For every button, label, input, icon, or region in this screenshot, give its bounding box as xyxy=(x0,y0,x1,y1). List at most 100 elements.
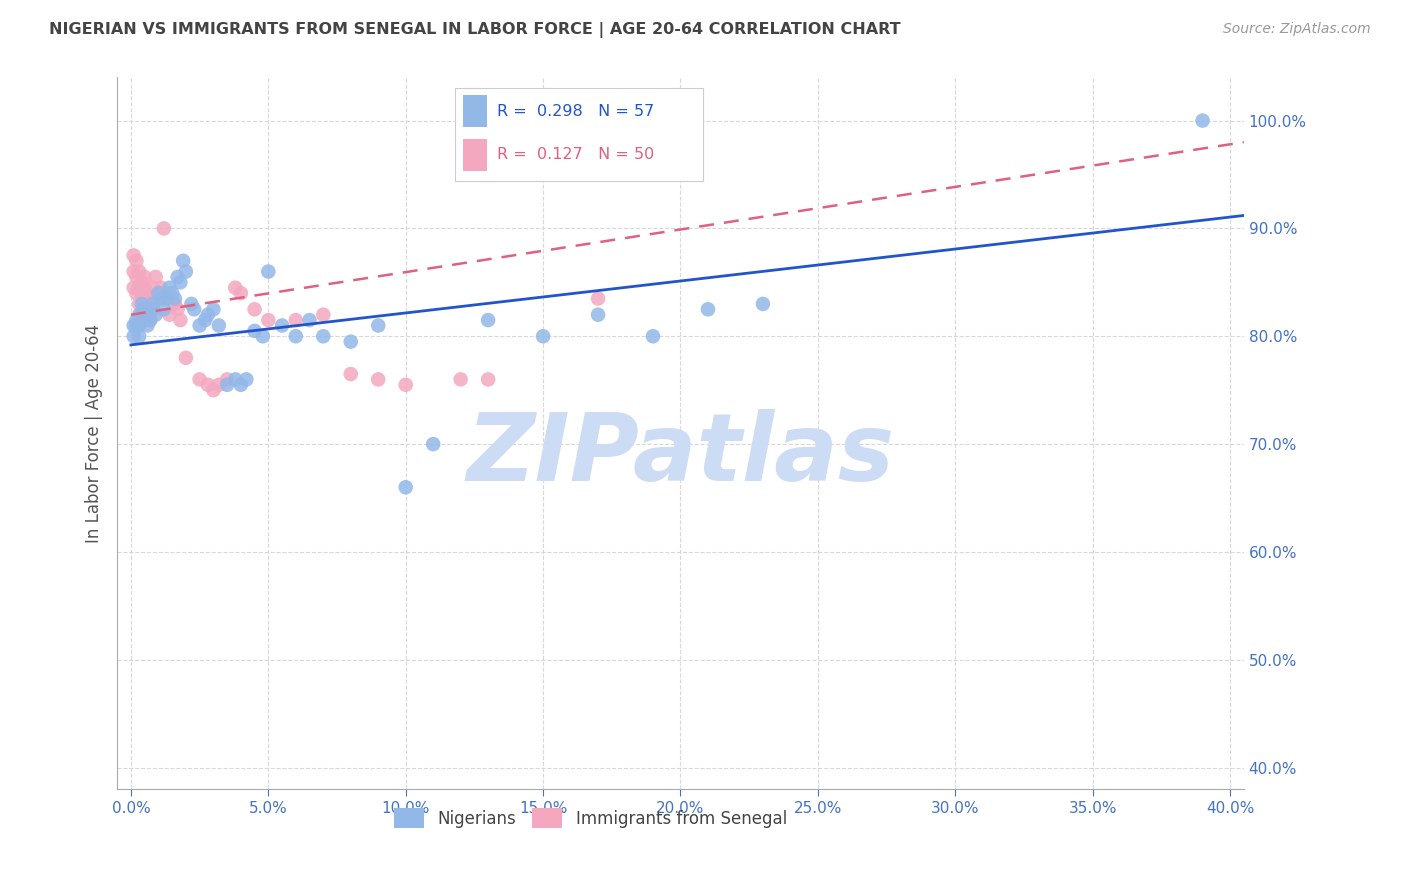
Point xyxy=(131,292,153,306)
Point xyxy=(202,383,225,397)
Point xyxy=(208,318,231,333)
Point xyxy=(128,264,150,278)
Point xyxy=(257,264,280,278)
Point xyxy=(271,318,294,333)
Point xyxy=(586,292,609,306)
Point xyxy=(136,302,159,317)
Point xyxy=(208,377,231,392)
Point xyxy=(224,281,246,295)
Point xyxy=(188,372,211,386)
Point xyxy=(166,302,188,317)
Point xyxy=(202,302,225,317)
Point xyxy=(243,302,266,317)
Point xyxy=(156,292,179,306)
Point xyxy=(163,297,186,311)
Point xyxy=(145,308,167,322)
Point xyxy=(166,269,188,284)
Point xyxy=(139,308,162,322)
Point xyxy=(150,281,173,295)
Point xyxy=(134,308,156,322)
Point xyxy=(395,377,418,392)
Point xyxy=(586,308,609,322)
Point xyxy=(339,367,361,381)
Point xyxy=(148,286,170,301)
Point xyxy=(156,292,179,306)
Point xyxy=(180,297,202,311)
Point xyxy=(136,286,159,301)
Point xyxy=(194,313,217,327)
Point xyxy=(131,308,153,322)
Point xyxy=(157,281,180,295)
Point xyxy=(641,329,664,343)
Point xyxy=(122,329,145,343)
Point xyxy=(197,377,219,392)
Point xyxy=(134,281,156,295)
Point xyxy=(153,302,176,317)
Point xyxy=(312,329,335,343)
Point xyxy=(235,372,257,386)
Point xyxy=(128,308,150,322)
Point xyxy=(148,286,170,301)
Point xyxy=(422,437,444,451)
Point xyxy=(257,313,280,327)
Point xyxy=(139,292,162,306)
Point xyxy=(197,308,219,322)
Point xyxy=(229,286,252,301)
Point xyxy=(174,351,197,365)
Point xyxy=(134,302,156,317)
Point xyxy=(139,313,162,327)
Point xyxy=(128,281,150,295)
Point xyxy=(136,308,159,322)
Text: ZIPatlas: ZIPatlas xyxy=(467,409,894,500)
Point xyxy=(125,318,148,333)
Point xyxy=(252,329,274,343)
Point xyxy=(122,264,145,278)
Point xyxy=(128,318,150,333)
Point xyxy=(128,297,150,311)
Point xyxy=(128,329,150,343)
Point xyxy=(531,329,554,343)
Point xyxy=(284,313,307,327)
Point xyxy=(752,297,775,311)
Point xyxy=(243,324,266,338)
Point xyxy=(163,292,186,306)
Point xyxy=(312,308,335,322)
Point xyxy=(142,302,165,317)
Point xyxy=(122,318,145,333)
Point xyxy=(224,372,246,386)
Point xyxy=(139,313,162,327)
Point xyxy=(125,286,148,301)
Point xyxy=(339,334,361,349)
Point xyxy=(150,292,173,306)
Point xyxy=(477,313,499,327)
Point xyxy=(142,281,165,295)
Point xyxy=(136,318,159,333)
Point xyxy=(477,372,499,386)
Point xyxy=(298,313,321,327)
Point xyxy=(183,302,205,317)
Point xyxy=(169,276,191,290)
Point xyxy=(122,248,145,262)
Point xyxy=(125,253,148,268)
Point xyxy=(188,318,211,333)
Point xyxy=(125,313,148,327)
Point xyxy=(125,269,148,284)
Text: NIGERIAN VS IMMIGRANTS FROM SENEGAL IN LABOR FORCE | AGE 20-64 CORRELATION CHART: NIGERIAN VS IMMIGRANTS FROM SENEGAL IN L… xyxy=(49,22,901,38)
Point xyxy=(1191,113,1213,128)
Point xyxy=(172,253,194,268)
Point xyxy=(134,297,156,311)
Point xyxy=(229,377,252,392)
Point xyxy=(367,318,389,333)
Point xyxy=(169,313,191,327)
Point xyxy=(131,276,153,290)
Point xyxy=(142,292,165,306)
Y-axis label: In Labor Force | Age 20-64: In Labor Force | Age 20-64 xyxy=(86,324,103,543)
Point xyxy=(153,221,176,235)
Point xyxy=(217,372,239,386)
Point xyxy=(131,297,153,311)
Point xyxy=(122,281,145,295)
Point xyxy=(284,329,307,343)
Point xyxy=(145,269,167,284)
Point xyxy=(697,302,720,317)
Point xyxy=(157,308,180,322)
